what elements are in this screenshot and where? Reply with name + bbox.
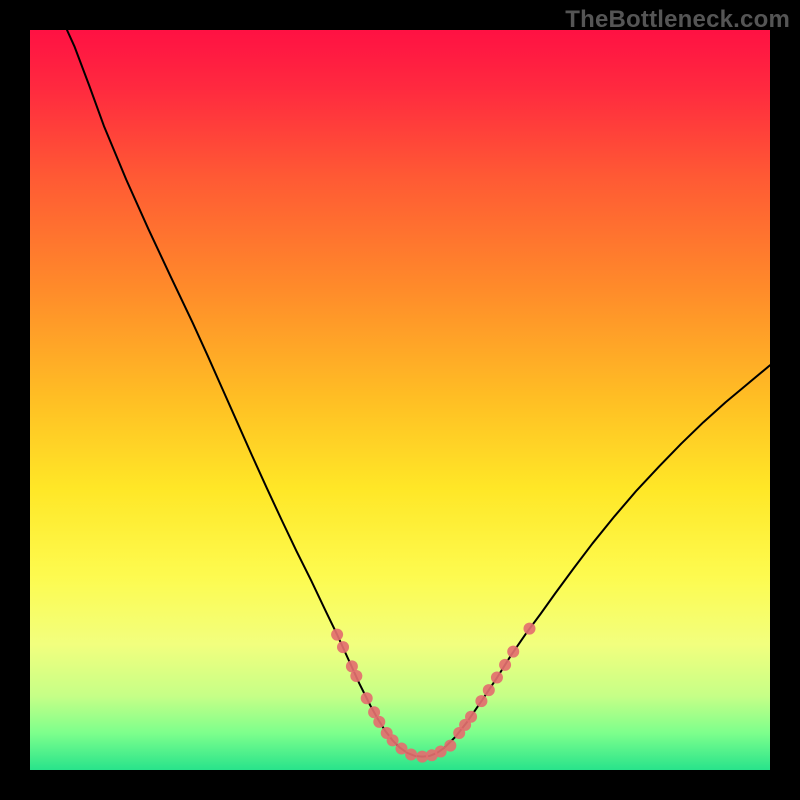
data-marker [361,692,373,704]
data-marker [475,695,487,707]
data-marker [499,659,511,671]
curve-layer [30,30,770,770]
data-marker [524,623,536,635]
data-marker [465,711,477,723]
data-marker [373,716,385,728]
data-marker [331,629,343,641]
data-marker [350,670,362,682]
marker-group [331,623,535,763]
data-marker [507,646,519,658]
plot-area [30,30,770,770]
data-marker [405,748,417,760]
data-marker [483,684,495,696]
data-marker [387,734,399,746]
watermark-text: TheBottleneck.com [565,6,790,34]
data-marker [491,672,503,684]
chart-frame: TheBottleneck.com [0,0,800,800]
data-marker [444,740,456,752]
bottleneck-curve [67,30,770,757]
data-marker [337,641,349,653]
